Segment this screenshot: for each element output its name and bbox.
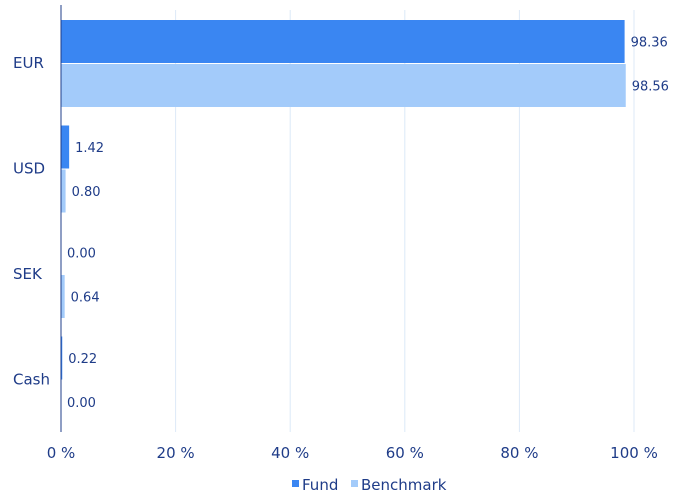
legend-label-benchmark: Benchmark — [361, 476, 447, 494]
bars — [61, 20, 626, 380]
x-tick-label: 40 % — [271, 444, 309, 462]
x-tick-label: 60 % — [386, 444, 424, 462]
x-tick-label: 20 % — [157, 444, 195, 462]
bar-fund-cash — [61, 336, 63, 380]
legend-swatch-fund — [292, 480, 299, 487]
data-labels: 98.36 98.56 1.42 0.80 0.00 0.64 0.22 0.00 — [67, 36, 669, 412]
legend: Fund Benchmark — [292, 476, 447, 494]
bar-fund-usd — [61, 125, 70, 169]
legend-label-fund: Fund — [302, 476, 338, 494]
x-tick-labels: 0 % 20 % 40 % 60 % 80 % 100 % — [47, 444, 658, 462]
category-label: EUR — [13, 54, 44, 72]
data-label: 98.56 — [632, 80, 669, 95]
legend-swatch-benchmark — [351, 480, 358, 487]
data-label: 0.64 — [71, 291, 100, 306]
category-label: USD — [13, 159, 45, 177]
data-label: 0.00 — [67, 396, 96, 411]
x-tick-label: 100 % — [610, 444, 658, 462]
bar-fund-eur — [61, 20, 625, 63]
data-label: 0.22 — [68, 352, 97, 367]
x-tick-label: 80 % — [500, 444, 538, 462]
data-label: 0.80 — [72, 185, 101, 200]
data-label: 98.36 — [631, 36, 668, 51]
data-label: 0.00 — [67, 247, 96, 262]
x-tick-label: 0 % — [47, 444, 76, 462]
category-labels: EUR USD SEK Cash — [13, 54, 50, 389]
data-label: 1.42 — [75, 141, 104, 156]
bar-benchmark-eur — [61, 64, 626, 107]
category-label: Cash — [13, 370, 50, 388]
category-label: SEK — [13, 265, 43, 283]
bar-benchmark-sek — [61, 275, 65, 318]
bar-benchmark-usd — [61, 169, 66, 213]
